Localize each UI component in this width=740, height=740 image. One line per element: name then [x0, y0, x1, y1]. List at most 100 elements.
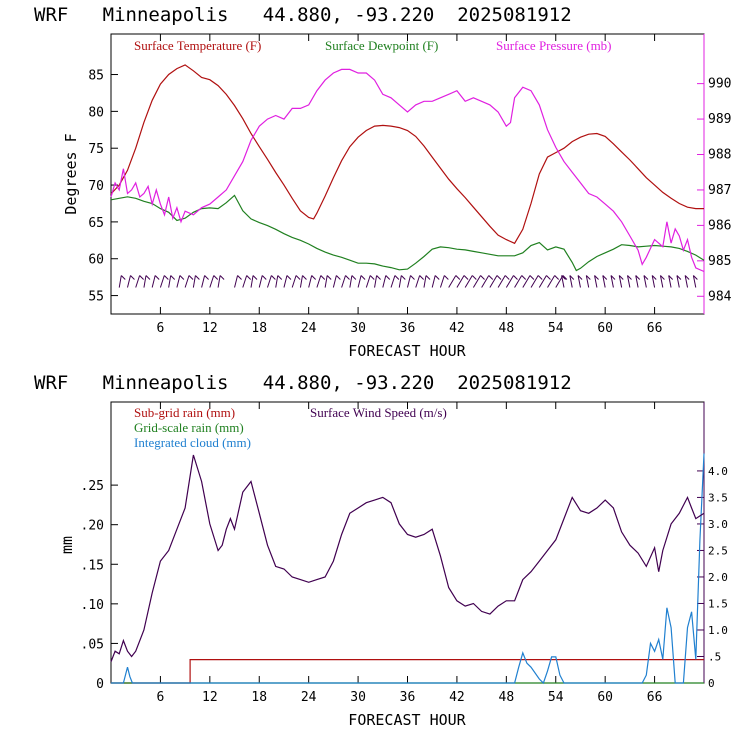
x-tick-label: 18 — [251, 690, 267, 705]
wind-barb — [538, 275, 551, 288]
wind-barb — [365, 275, 375, 288]
y2-tick-label: 985 — [708, 254, 731, 269]
wind-barb — [184, 275, 194, 288]
y2-tick-label: 1.0 — [708, 624, 728, 637]
x-tick-label: 60 — [597, 690, 613, 705]
wind-barb — [643, 275, 649, 288]
wind-barb — [497, 275, 510, 288]
wind-barb — [618, 275, 624, 288]
wind-barb — [464, 275, 477, 288]
wind-barb — [448, 275, 461, 288]
y2-tick-label: 987 — [708, 183, 731, 198]
y2-tick-label: 1.5 — [708, 597, 728, 610]
bottom-chart: 6 12 18 24 30 36 42 48 54 60 66 0 .05 .10 .15 .20 .25 0… — [58, 401, 728, 729]
y-tick-label: 55 — [88, 290, 104, 305]
y-tick-label: .15 — [81, 558, 104, 573]
bottom-y2-axis: 0 .5 1.0 1.5 2.0 2.5 3.0 3.5 4.0 — [697, 465, 728, 690]
series-line-surface-wind — [110, 454, 705, 663]
wind-barb — [275, 275, 283, 288]
wind-barb — [472, 275, 485, 288]
wind-barb — [659, 275, 665, 288]
wind-barb — [585, 275, 591, 288]
wind-barb — [431, 275, 440, 288]
wind-barb — [308, 275, 317, 288]
y-tick-label: 70 — [88, 179, 104, 194]
wind-barb — [390, 275, 400, 288]
bottom-y-axis: 0 .05 .10 .15 .20 .25 — [81, 479, 118, 692]
x-tick-label: 12 — [202, 321, 218, 336]
x-tick-label: 24 — [301, 690, 317, 705]
wind-barb — [217, 275, 225, 288]
wind-barb — [676, 275, 682, 288]
x-tick-label: 36 — [400, 690, 416, 705]
wind-barb — [684, 275, 690, 288]
series-line-surface-dewpoint — [110, 194, 705, 272]
wind-barb — [299, 275, 307, 288]
wind-barb — [651, 275, 657, 288]
x-tick-label: 48 — [499, 321, 515, 336]
wind-barb — [569, 275, 575, 288]
y2-tick-label: 3.5 — [708, 491, 728, 504]
wind-barb — [635, 275, 641, 288]
y-tick-label: .05 — [81, 637, 104, 652]
y2-tick-label: 3.0 — [708, 518, 728, 531]
series-line-surface-temperature — [110, 64, 704, 245]
x-tick-label: 54 — [548, 690, 564, 705]
x-tick-label: 6 — [157, 690, 165, 705]
x-tick-label: 30 — [350, 690, 366, 705]
y2-tick-label: 986 — [708, 218, 731, 233]
x-tick-label: 66 — [647, 690, 663, 705]
x-tick-label: 18 — [251, 321, 267, 336]
bottom-y-axis-label: mm — [58, 536, 76, 554]
wind-barb — [423, 275, 431, 288]
top-legend: Surface Temperature (F) Surface Dewpoint… — [134, 38, 612, 53]
wind-barb — [514, 275, 527, 288]
bottom-x-axis-label: FORECAST HOUR — [348, 711, 466, 729]
legend-integrated-cloud: Integrated cloud (mm) — [134, 435, 251, 450]
wind-barb — [209, 275, 219, 288]
x-tick-label: 42 — [449, 690, 465, 705]
legend-dewpoint: Surface Dewpoint (F) — [325, 38, 438, 53]
x-tick-label: 42 — [449, 321, 465, 336]
legend-pressure: Surface Pressure (mb) — [496, 38, 612, 53]
wind-barb — [135, 275, 144, 288]
wind-barb — [547, 275, 560, 288]
wind-barb — [415, 275, 424, 288]
top-y-axis: 55 60 65 70 75 80 85 — [88, 69, 118, 305]
wind-barb — [349, 275, 357, 288]
top-series-group — [110, 64, 705, 273]
wind-barb — [610, 275, 616, 288]
x-tick-label: 12 — [202, 690, 218, 705]
wind-barb — [143, 275, 151, 288]
wind-barb — [668, 275, 674, 288]
wind-barb — [283, 275, 292, 288]
top-chart-title: WRF Minneapolis 44.880, -93.220 20250819… — [34, 4, 572, 26]
wind-barb — [324, 275, 332, 288]
top-y-axis-label: Degrees F — [62, 133, 80, 214]
legend-gridscale-rain: Grid-scale rain (mm) — [134, 420, 244, 435]
wind-barb — [201, 275, 209, 288]
y2-tick-label: 984 — [708, 289, 732, 304]
x-tick-label: 6 — [157, 321, 165, 336]
x-tick-label: 60 — [597, 321, 613, 336]
wind-barb — [234, 275, 242, 288]
wind-barb — [250, 275, 258, 288]
y2-tick-label: 2.5 — [708, 544, 728, 557]
wind-barb — [456, 275, 469, 288]
wind-barb — [316, 275, 326, 288]
wind-barb — [505, 275, 518, 288]
y2-tick-label: 0 — [708, 677, 715, 690]
x-tick-label: 66 — [647, 321, 663, 336]
bottom-legend: Sub-grid rain (mm) Surface Wind Speed (m… — [134, 405, 447, 450]
y-tick-label: 0 — [96, 677, 104, 692]
wind-barb — [126, 275, 135, 288]
y2-tick-label: 989 — [708, 112, 731, 127]
wind-barb — [118, 275, 126, 288]
wind-barb — [176, 275, 185, 288]
wind-barb — [594, 275, 599, 288]
x-tick-label: 30 — [350, 321, 366, 336]
wind-barb — [258, 275, 267, 288]
legend-wind-speed: Surface Wind Speed (m/s) — [310, 405, 447, 420]
wind-barb — [555, 275, 568, 288]
